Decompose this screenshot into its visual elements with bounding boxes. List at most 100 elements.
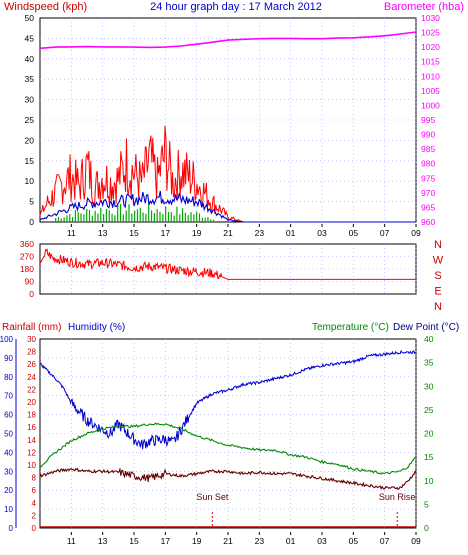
- baro-ytick-label-12: 1020: [421, 42, 440, 52]
- wind-ytick-label-1: 5: [29, 197, 34, 207]
- wind-direction-line: [39, 248, 416, 280]
- annotation-label-1: Sun Rise: [379, 492, 416, 502]
- rain-ytick-label-11: 22: [27, 385, 36, 394]
- baro-ytick-label-0: 960: [421, 217, 435, 227]
- temp-ytick-label-7: 35: [424, 358, 434, 368]
- rain-ytick-label-4: 8: [32, 474, 37, 483]
- humidity-ytick-label-2: 20: [4, 486, 13, 495]
- baro-ytick-label-5: 985: [421, 144, 435, 154]
- humidity-ytick-label-5: 50: [4, 430, 13, 439]
- temp-ytick-label-6: 30: [424, 381, 434, 391]
- temp-xtick-label-5: 21: [223, 536, 233, 546]
- wind-xtick-label-4: 19: [192, 228, 202, 238]
- humidity-ytick-label-7: 70: [4, 392, 13, 401]
- wind-ylabel: Windspeed (kph): [4, 1, 87, 13]
- baro-ytick-label-7: 995: [421, 115, 435, 125]
- wind-ytick-label-4: 20: [25, 135, 35, 145]
- rain-ytick-label-2: 4: [32, 499, 37, 508]
- temp-xtick-label-3: 17: [161, 536, 171, 546]
- dewpoint-line: [39, 467, 417, 491]
- temp-xtick-label-11: 09: [411, 536, 421, 546]
- humidity-ytick-label-0: 0: [9, 524, 14, 533]
- humidity-ytick-label-4: 40: [4, 448, 13, 457]
- humidity-ytick-label-10: 100: [0, 335, 14, 344]
- rain-ytick-label-7: 14: [27, 436, 36, 445]
- wind-xtick-label-11: 09: [411, 228, 421, 238]
- compass-label-2: S: [434, 270, 441, 282]
- rain-ytick-label-5: 10: [27, 461, 36, 470]
- wind-xtick-label-2: 15: [129, 228, 139, 238]
- rain-ytick-label-13: 26: [27, 360, 36, 369]
- compass-label-4: N: [434, 301, 442, 313]
- wind-xtick-label-8: 03: [317, 228, 327, 238]
- temp-xtick-label-6: 23: [255, 536, 265, 546]
- temp-xtick-label-4: 19: [192, 536, 202, 546]
- temp-ytick-label-8: 40: [424, 334, 434, 344]
- temp-xtick-label-9: 05: [349, 536, 359, 546]
- humidity-ytick-label-6: 60: [4, 411, 13, 420]
- wind-xtick-label-3: 17: [161, 228, 171, 238]
- annotation-label-0: Sun Set: [196, 492, 229, 502]
- rain-ytick-label-1: 2: [32, 511, 37, 520]
- baro-ytick-label-1: 965: [421, 202, 435, 212]
- wind-xtick-label-1: 13: [98, 228, 108, 238]
- wind-ytick-label-0: 0: [29, 217, 34, 227]
- wind-xtick-label-9: 05: [349, 228, 359, 238]
- wind-ytick-label-3: 15: [25, 156, 35, 166]
- compass-label-1: W: [433, 255, 444, 267]
- temp-xtick-label-7: 01: [286, 536, 296, 546]
- temp-xtick-label-1: 13: [98, 536, 108, 546]
- dir-ytick-label-4: 360: [20, 239, 34, 249]
- baro-ytick-label-10: 1010: [421, 71, 440, 81]
- humidity-ytick-label-8: 80: [4, 373, 13, 382]
- rain-ytick-label-14: 28: [27, 348, 36, 357]
- baro-ylabel: Barometer (hba): [384, 1, 464, 13]
- temp-ytick-label-2: 10: [424, 476, 434, 486]
- humidity-ylabel: Humidity (%): [68, 322, 125, 333]
- wind-ytick-label-10: 50: [25, 13, 35, 23]
- wind-ytick-label-9: 45: [25, 33, 35, 43]
- baro-ytick-label-4: 980: [421, 159, 435, 169]
- temp-ytick-label-5: 25: [424, 405, 434, 415]
- baro-ytick-label-8: 1000: [421, 100, 440, 110]
- compass-label-3: E: [434, 286, 441, 298]
- temp-ytick-label-1: 5: [424, 499, 429, 509]
- temp-ylabel: Temperature (°C): [312, 322, 389, 333]
- dewpoint-ylabel: Dew Point (°C): [393, 322, 459, 333]
- wind-avg-line: [39, 190, 416, 223]
- baro-ytick-label-9: 1005: [421, 86, 440, 96]
- rain-ylabel: Rainfall (mm): [2, 322, 61, 333]
- wind-ytick-label-6: 30: [25, 95, 35, 105]
- wind-xtick-label-7: 01: [286, 228, 296, 238]
- dir-ytick-label-1: 90: [25, 277, 35, 287]
- baro-ytick-label-2: 970: [421, 188, 435, 198]
- barometer-line: [39, 31, 417, 50]
- temp-xtick-label-2: 15: [129, 536, 139, 546]
- rain-ytick-label-12: 24: [27, 373, 36, 382]
- baro-ytick-label-3: 975: [421, 173, 435, 183]
- rain-ytick-label-0: 0: [32, 524, 37, 533]
- wind-xtick-label-5: 21: [223, 228, 233, 238]
- rain-ytick-label-10: 20: [27, 398, 36, 407]
- temperature-line: [39, 422, 416, 475]
- dir-ytick-label-0: 0: [29, 289, 34, 299]
- wind-xtick-label-10: 07: [380, 228, 390, 238]
- rain-ytick-label-9: 18: [27, 411, 36, 420]
- temp-ytick-label-3: 15: [424, 452, 434, 462]
- dir-ytick-label-3: 270: [20, 252, 34, 262]
- baro-ytick-label-14: 1030: [421, 13, 440, 23]
- wind-ytick-label-8: 40: [25, 54, 35, 64]
- wind-ytick-label-7: 35: [25, 74, 35, 84]
- wind-ytick-label-5: 25: [25, 115, 35, 125]
- temp-xtick-label-8: 03: [317, 536, 327, 546]
- rain-ytick-label-8: 16: [27, 423, 36, 432]
- rain-ytick-label-3: 6: [32, 486, 37, 495]
- temp-ytick-label-4: 20: [424, 429, 434, 439]
- humidity-ytick-label-3: 30: [4, 467, 13, 476]
- humidity-ytick-label-1: 10: [4, 505, 13, 514]
- dir-ytick-label-2: 180: [20, 264, 34, 274]
- temp-ytick-label-0: 0: [424, 523, 429, 533]
- baro-ytick-label-11: 1015: [421, 57, 440, 67]
